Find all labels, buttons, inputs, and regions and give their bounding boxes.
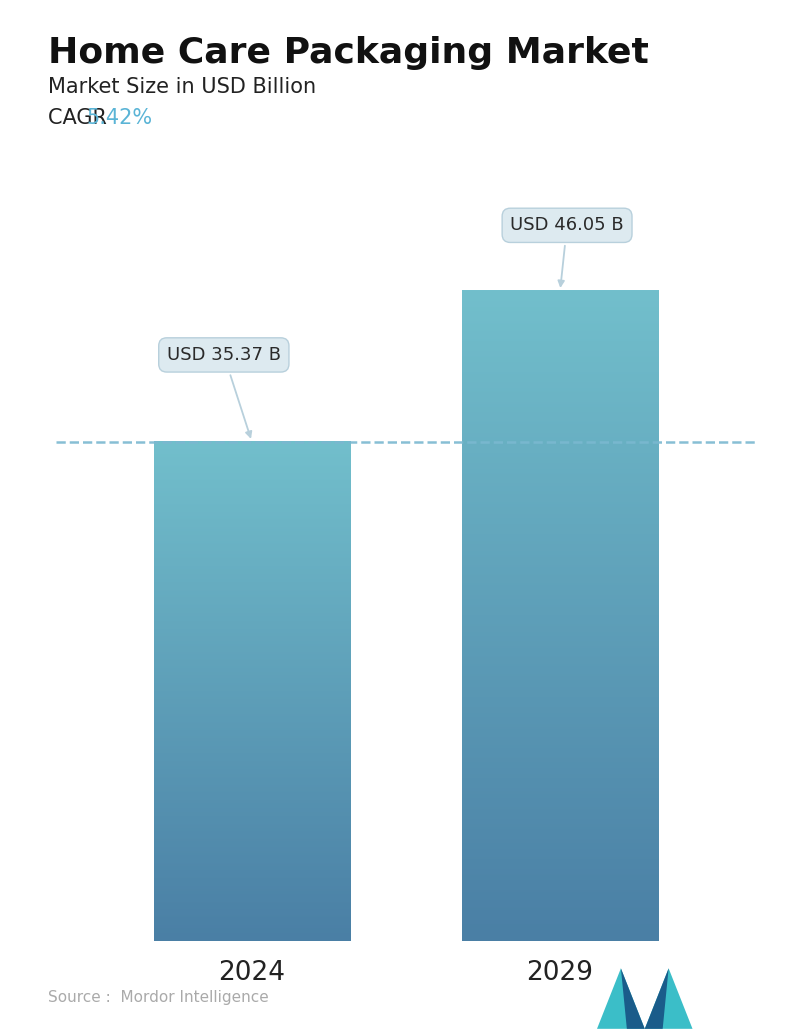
Text: USD 35.37 B: USD 35.37 B	[167, 346, 281, 437]
Text: 5.42%: 5.42%	[87, 108, 153, 127]
Text: Source :  Mordor Intelligence: Source : Mordor Intelligence	[48, 990, 268, 1005]
Polygon shape	[621, 968, 645, 1029]
Polygon shape	[597, 968, 645, 1029]
Text: CAGR: CAGR	[48, 108, 113, 127]
Polygon shape	[645, 968, 669, 1029]
Text: Market Size in USD Billion: Market Size in USD Billion	[48, 77, 316, 96]
Text: Home Care Packaging Market: Home Care Packaging Market	[48, 36, 649, 70]
Text: USD 46.05 B: USD 46.05 B	[510, 216, 624, 286]
Polygon shape	[645, 968, 693, 1029]
